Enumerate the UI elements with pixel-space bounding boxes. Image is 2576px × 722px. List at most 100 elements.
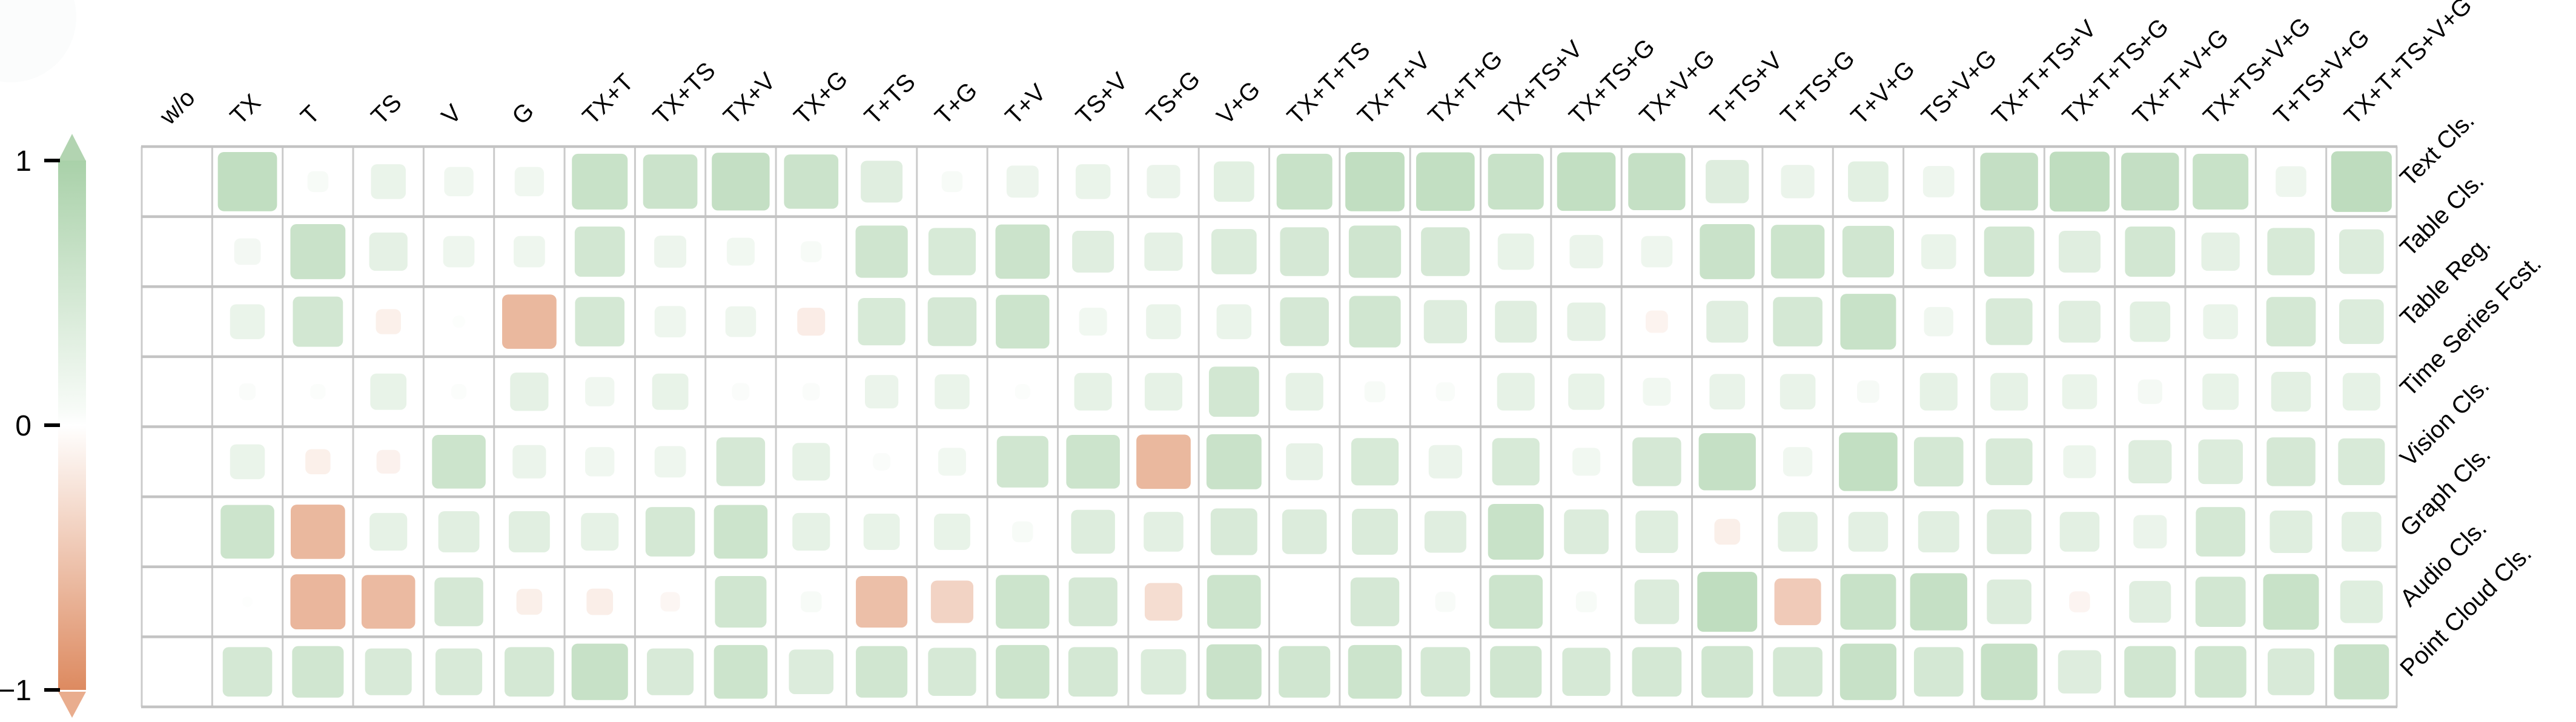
heatmap-cell (571, 643, 628, 700)
heatmap-cell (654, 306, 686, 337)
heatmap-cell (1839, 432, 1898, 491)
heatmap-cell (1352, 508, 1398, 555)
heatmap-cell (715, 576, 767, 628)
heatmap-cell (1567, 302, 1606, 341)
column-label: T+G (930, 77, 982, 130)
heatmap-cell (508, 511, 550, 552)
heatmap-cell (574, 227, 625, 277)
heatmap-cell (856, 576, 908, 628)
heatmap-cell (1840, 574, 1896, 630)
heatmap-cell (714, 644, 768, 699)
heatmap-cell (1921, 234, 1956, 270)
heatmap-cell (290, 574, 346, 629)
column-label: TX+T+TS+V+G (2339, 0, 2477, 130)
colorbar-tick (44, 423, 60, 427)
colorbar-tick-label-zero: 0 (15, 410, 31, 442)
heatmap-cell (1144, 512, 1184, 552)
heatmap-cell (1913, 437, 1964, 487)
heatmap-cell (2121, 153, 2179, 211)
heatmap-cell (1773, 297, 1823, 346)
heatmap-cell (1421, 227, 1470, 276)
heatmap-cell (443, 236, 475, 268)
heatmap-cell (2069, 591, 2090, 612)
column-label: TS (366, 89, 406, 130)
heatmap-cell (434, 577, 483, 626)
heatmap-cell (217, 151, 277, 211)
heatmap-cell (514, 236, 545, 268)
heatmap-cell (361, 575, 416, 629)
heatmap-cell (1206, 644, 1262, 700)
heatmap-cell (2198, 439, 2243, 485)
column-label: w/o (154, 84, 200, 130)
heatmap-cell (863, 514, 900, 550)
heatmap-cell (725, 306, 757, 337)
heatmap-cell (2137, 379, 2162, 404)
heatmap-cell (365, 648, 412, 695)
heatmap-cell (1990, 373, 2028, 411)
heatmap-cell (2058, 650, 2102, 694)
heatmap-cell (242, 596, 253, 608)
heatmap-cell (1276, 153, 1333, 210)
heatmap-cell (645, 507, 695, 557)
heatmap-cell (1345, 151, 1405, 211)
heatmap-cell (230, 444, 265, 480)
heatmap-cell (222, 647, 273, 697)
heatmap-cell (797, 308, 826, 336)
heatmap-cell (2050, 151, 2110, 212)
heatmap-cell (1435, 382, 1455, 402)
heatmap-cell (802, 383, 820, 401)
heatmap-cell (1985, 438, 2033, 485)
heatmap-cell (220, 505, 274, 559)
heatmap-cell (1495, 300, 1537, 343)
heatmap-cell (1634, 579, 1680, 624)
heatmap-cell (2128, 440, 2172, 483)
heatmap-cell (369, 512, 408, 551)
heatmap-cell (1697, 572, 1758, 632)
heatmap-cell (2276, 166, 2306, 197)
heatmap-cell (502, 294, 557, 349)
colorbar-separator (57, 690, 87, 692)
heatmap-cell (370, 373, 407, 410)
heatmap-cell (1420, 647, 1471, 697)
heatmap-cell (1416, 152, 1475, 211)
heatmap-cell (643, 154, 698, 209)
heatmap-cell (1632, 437, 1681, 486)
heatmap-cell (855, 225, 908, 278)
heatmap-cell (1280, 227, 1329, 276)
heatmap-cell (2267, 228, 2315, 276)
heatmap-cells (217, 151, 2392, 700)
heatmap-cell (2339, 299, 2384, 344)
heatmap-cell (1348, 644, 1402, 699)
heatmap-cell (2193, 153, 2249, 210)
heatmap-cell (1848, 512, 1889, 552)
heatmap-cell (2270, 510, 2313, 554)
heatmap-cell (1910, 573, 1967, 631)
heatmap-cell (585, 377, 615, 406)
heatmap-cell (435, 648, 483, 695)
heatmap-cell (2194, 646, 2247, 698)
heatmap-cell (1146, 304, 1181, 339)
heatmap-cell (1985, 298, 2033, 345)
heatmap-cell (1068, 577, 1117, 626)
heatmap-cell (2338, 438, 2385, 485)
heatmap-cell (1211, 229, 1257, 274)
heatmap-cell (1840, 294, 1896, 350)
heatmap-cell (1635, 510, 1678, 554)
column-label: TS+V+G (1916, 44, 2002, 130)
heatmap-cell (1848, 161, 1889, 202)
heatmap-cell (1641, 236, 1673, 268)
heatmap-cell (1924, 306, 1953, 337)
heatmap-cell (1210, 508, 1257, 555)
heatmap-cell (660, 592, 680, 612)
heatmap-cell (647, 648, 694, 695)
column-label: TX+G (789, 66, 853, 130)
heatmap-cell (2196, 507, 2245, 557)
heatmap-cell (1072, 230, 1114, 273)
heatmap-cell (2130, 301, 2171, 342)
heatmap-cell (873, 452, 890, 471)
heatmap-cell (1913, 647, 1964, 697)
heatmap-cell (290, 224, 346, 279)
heatmap-cell (930, 580, 974, 623)
heatmap-cell (792, 512, 830, 551)
